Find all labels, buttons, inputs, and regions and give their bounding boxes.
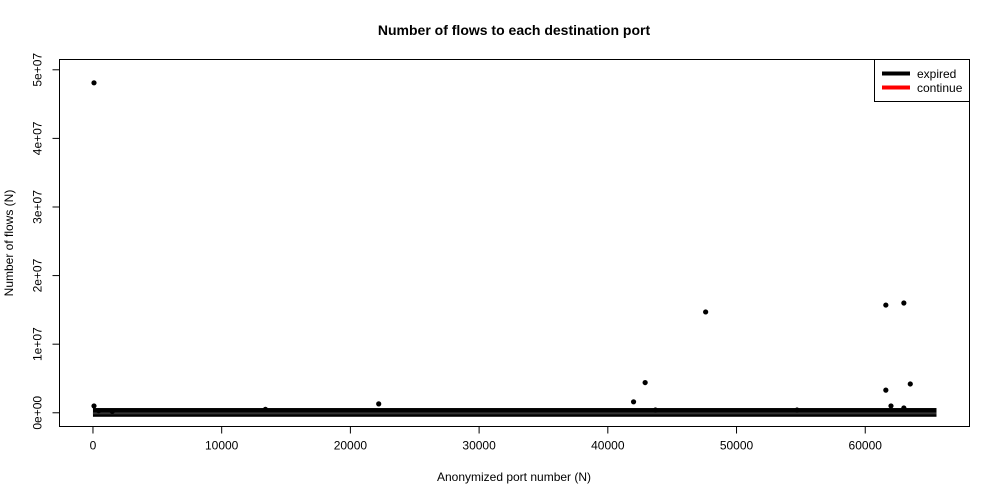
x-tick-label: 0	[90, 439, 97, 453]
data-point-expired	[91, 80, 97, 86]
y-axis-label: Number of flows (N)	[2, 190, 16, 297]
x-tick-label: 60000	[849, 439, 883, 453]
data-point-expired	[888, 403, 894, 409]
data-point-expired	[883, 387, 889, 393]
data-point-expired	[794, 407, 800, 413]
legend-box	[874, 59, 970, 102]
plot-area	[91, 80, 937, 417]
x-tick-label: 10000	[205, 439, 239, 453]
data-point-expired	[907, 381, 913, 387]
data-point-expired	[901, 405, 907, 411]
data-point-expired	[703, 309, 709, 315]
data-point-expired	[96, 408, 102, 414]
y-tick-label: 3e+07	[31, 190, 45, 224]
x-tick-label: 50000	[720, 439, 754, 453]
x-tick-label: 20000	[334, 439, 368, 453]
x-tick-label: 40000	[591, 439, 625, 453]
y-tick-label: 0e+00	[31, 396, 45, 430]
y-tick-label: 4e+07	[31, 121, 45, 155]
data-point-expired	[642, 379, 648, 386]
legend-label-expired: expired	[917, 67, 956, 81]
x-tick-label: 30000	[462, 439, 496, 453]
data-point-expired	[883, 302, 889, 308]
x-axis: 0 10000 20000 30000 40000 50000 60000	[90, 426, 883, 453]
data-point-expired	[109, 408, 115, 415]
data-point-expired	[901, 300, 907, 306]
y-axis: 0e+00 1e+07 2e+07 3e+07 4e+07 5e+07	[31, 53, 60, 430]
data-point-expired	[262, 406, 269, 412]
y-tick-label: 2e+07	[31, 258, 45, 292]
legend: expired continue	[874, 59, 970, 102]
data-point-expired	[376, 401, 382, 407]
x-axis-label: Anonymized port number (N)	[437, 470, 591, 484]
y-tick-label: 1e+07	[31, 327, 45, 361]
plot-frame	[59, 59, 970, 427]
data-point-expired	[652, 407, 659, 413]
y-tick-label: 5e+07	[31, 53, 45, 87]
chart-title: Number of flows to each destination port	[378, 22, 651, 38]
data-point-expired	[630, 399, 637, 405]
legend-label-continue: continue	[917, 81, 963, 95]
data-band-expired	[92, 408, 937, 417]
data-point-expired	[91, 403, 97, 409]
